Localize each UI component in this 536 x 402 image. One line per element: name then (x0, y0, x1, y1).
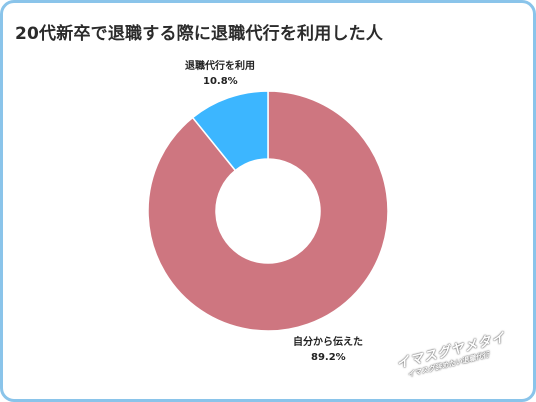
chart-title: 20代新卒で退職する際に退職代行を利用した人 (15, 24, 384, 44)
slice-label-2: 退職代行を利用 (185, 59, 255, 72)
donut-chart: 自分から伝えた 89.2% 退職代行を利用 10.8% (147, 59, 389, 363)
donut-slice-2 (191, 90, 269, 172)
slice-label-1: 自分から伝えた (293, 335, 363, 348)
donut-slice-1 (147, 90, 389, 332)
slice-value-label-2: 10.8% (203, 76, 238, 87)
slice-value-label-1: 89.2% (311, 352, 346, 363)
